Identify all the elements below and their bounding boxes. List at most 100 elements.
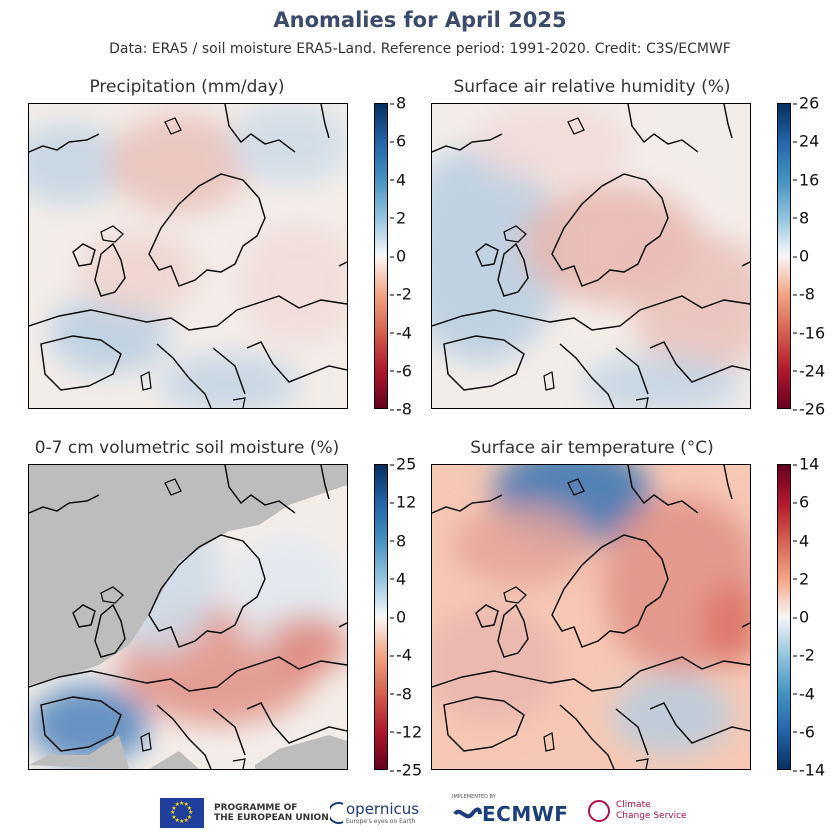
anomaly-blob	[109, 114, 249, 214]
map-temperature-canvas	[432, 465, 750, 769]
ecmwf-swirl-icon	[453, 807, 482, 819]
tick-label: 8	[792, 208, 810, 228]
coastline	[551, 534, 669, 648]
anomaly-blob	[29, 685, 149, 765]
eu-star-icon: ★	[186, 804, 193, 812]
coastline	[72, 604, 96, 628]
copernicus-c-icon	[330, 801, 344, 824]
tick-label: 2	[389, 208, 407, 228]
island-outline	[140, 732, 152, 752]
map-soil-moisture-canvas	[29, 465, 347, 769]
coastline	[615, 708, 649, 756]
eu-star-icon: ★	[171, 813, 177, 821]
eu-star-icon: ★	[179, 800, 185, 807]
coastline	[559, 704, 615, 769]
island-outline	[503, 586, 527, 604]
tick-label: -6	[390, 361, 412, 381]
coastline	[320, 104, 330, 139]
coastline	[29, 494, 100, 514]
coastline	[443, 335, 525, 391]
eu-star-icon: ★	[179, 818, 185, 825]
ecmwf-text: ECMWF	[482, 802, 569, 826]
anomaly-blob	[632, 234, 750, 374]
tick-label: -2	[390, 284, 412, 304]
anomaly-blob	[229, 104, 347, 184]
map-humidity	[431, 103, 751, 409]
island-outline	[503, 225, 527, 243]
coastline	[224, 104, 296, 153]
coastline	[432, 295, 750, 331]
coastline	[338, 261, 347, 267]
island-outline	[635, 758, 649, 769]
panel-title-humidity: Surface air relative humidity (%)	[453, 77, 731, 97]
anomaly-blob	[612, 675, 732, 755]
coastline	[615, 347, 649, 395]
c3s-logo: Climate Change Service	[588, 800, 687, 822]
coastline	[29, 295, 347, 331]
island-outline	[232, 758, 246, 769]
tick-label: 12	[389, 492, 417, 512]
tick-label: 14	[792, 454, 820, 474]
island-outline	[567, 478, 585, 496]
sea-mask	[29, 465, 347, 769]
tick-label: -14	[792, 760, 826, 780]
eu-flag-icon: ★ ★ ★ ★ ★ ★ ★ ★ ★ ★ ★ ★	[160, 798, 204, 828]
coastline	[497, 603, 529, 658]
thermometer-icon	[588, 800, 610, 822]
tick-label: -12	[389, 722, 423, 742]
island-outline	[543, 732, 555, 752]
anomaly-blob	[159, 354, 299, 408]
tick-label: 6	[389, 131, 407, 151]
tick-label: 2	[792, 569, 810, 589]
coastline	[649, 702, 750, 744]
tick-label: -8	[793, 284, 815, 304]
island-outline	[164, 117, 182, 135]
coastline	[40, 335, 122, 391]
copernicus-tagline: Europe's eyes on Earth	[346, 818, 416, 825]
eu-star-icon: ★	[170, 809, 176, 816]
tick-label: 4	[389, 569, 407, 589]
ecmwf-implemented-by: IMPLEMENTED BY	[452, 794, 496, 800]
c3s-text-line2: Change Service	[616, 811, 687, 821]
eu-star-icon: ★	[171, 804, 177, 812]
coastline	[72, 243, 96, 267]
coastline	[338, 622, 347, 628]
anomaly-blob	[432, 605, 562, 725]
tick-label: 0	[792, 246, 810, 266]
panel-title-soil-moisture: 0-7 cm volumetric soil moisture (%)	[34, 438, 340, 458]
coastline	[627, 465, 699, 514]
coastline	[723, 465, 733, 500]
coastline	[40, 696, 122, 752]
coastline	[559, 343, 615, 408]
coastline	[741, 261, 750, 267]
tick-label: 4	[389, 170, 407, 189]
island-outline	[140, 371, 152, 391]
coastline	[432, 656, 750, 692]
anomaly-blob	[582, 354, 742, 408]
tick-label: 26	[792, 93, 820, 113]
map-precipitation	[28, 103, 348, 409]
eu-logo: ★ ★ ★ ★ ★ ★ ★ ★ ★ ★ ★ ★ PROGRAMME OF THE EUROPEAN U…	[160, 798, 329, 828]
colorbar-soil-moisture	[374, 464, 388, 770]
figure-title: Anomalies for April 2025	[273, 8, 567, 32]
eu-star-icon: ★	[186, 813, 193, 821]
coastline	[246, 341, 347, 383]
tick-label: 0	[792, 607, 810, 627]
island-outline	[543, 371, 555, 391]
colorbar-temperature	[777, 464, 791, 770]
anomaly-blob	[269, 615, 347, 675]
tick-label: -16	[792, 323, 826, 342]
tick-label: 0	[389, 246, 407, 266]
anomaly-blob	[29, 124, 129, 204]
coastline	[432, 133, 503, 153]
map-soil-moisture	[28, 464, 348, 770]
tick-label: -4	[390, 323, 412, 342]
tick-label: -25	[389, 760, 423, 780]
map-precipitation-canvas	[29, 104, 347, 408]
anomaly-blob	[472, 104, 632, 184]
eu-star-icon: ★	[174, 801, 180, 809]
c3s-text-line1: Climate	[616, 800, 651, 810]
colorbar-precipitation	[374, 103, 388, 409]
tick-label: 8	[389, 93, 407, 113]
tick-label: 8	[389, 531, 407, 550]
